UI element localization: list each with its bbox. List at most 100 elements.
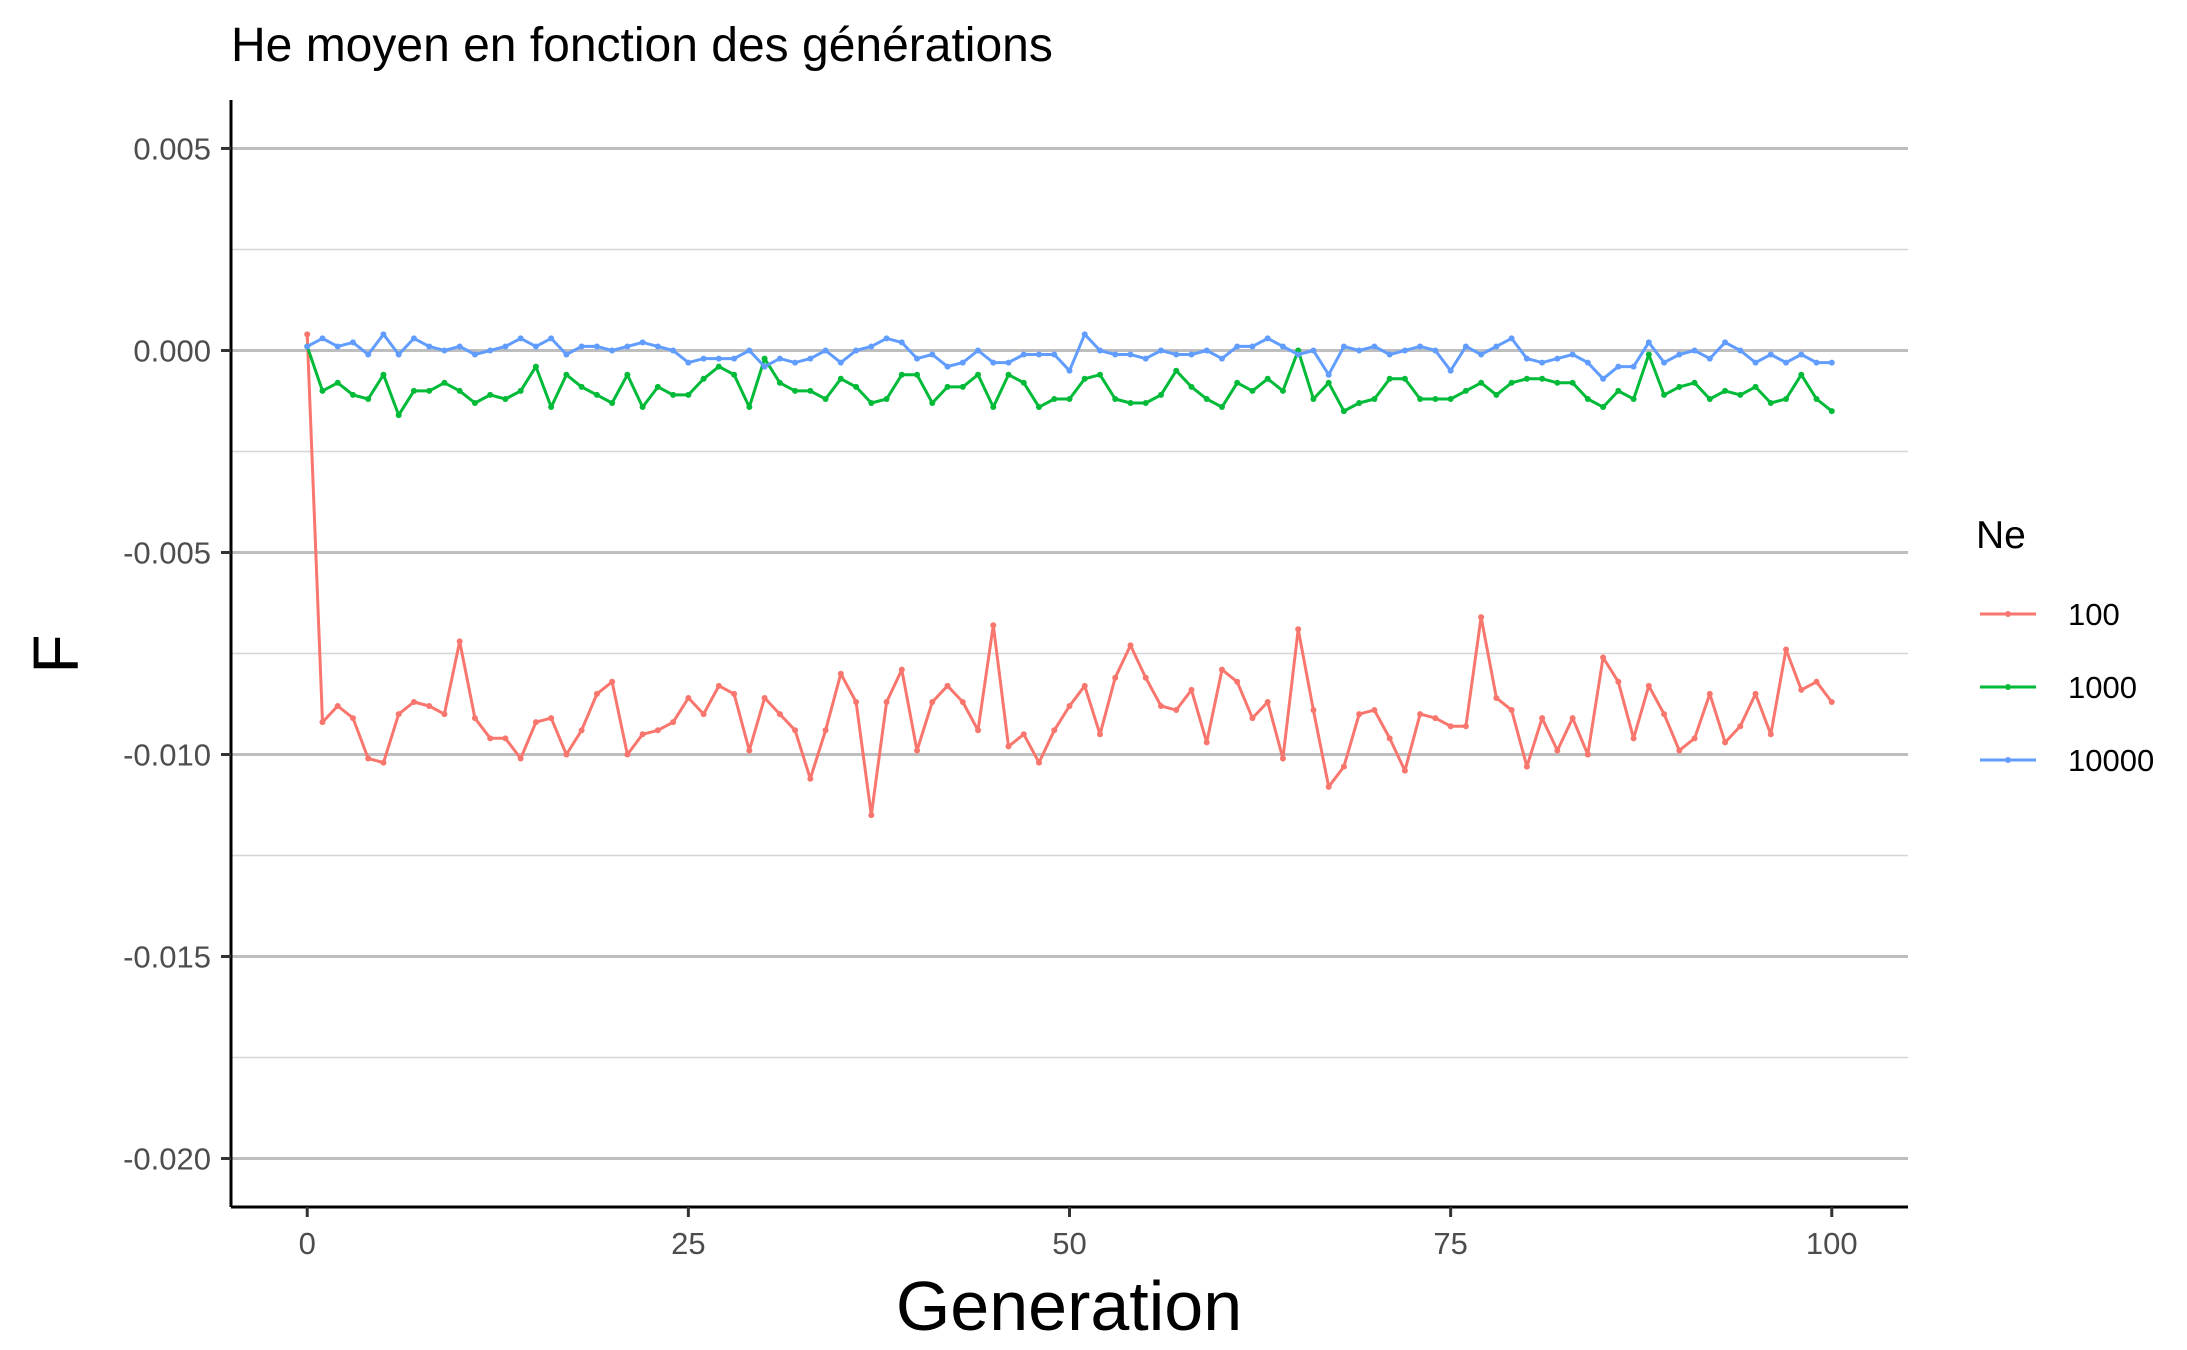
data-point: [1783, 359, 1790, 366]
data-point: [1325, 783, 1332, 790]
data-point: [990, 404, 997, 411]
data-point: [1569, 715, 1576, 722]
data-point: [548, 404, 555, 411]
data-point: [1539, 715, 1546, 722]
data-point: [1523, 355, 1530, 362]
data-point: [914, 355, 921, 362]
data-point: [1645, 682, 1652, 689]
data-point: [1462, 723, 1469, 730]
data-point: [1371, 343, 1378, 350]
data-point: [1706, 690, 1713, 697]
data-point: [426, 703, 433, 710]
y-tick-label: -0.010: [123, 738, 211, 773]
data-point: [1051, 395, 1058, 402]
data-point: [517, 335, 524, 342]
data-point: [700, 355, 707, 362]
data-point: [334, 379, 341, 386]
data-point: [1691, 347, 1698, 354]
data-point: [1371, 395, 1378, 402]
data-point: [563, 371, 570, 378]
data-point: [1340, 343, 1347, 350]
data-point: [1706, 355, 1713, 362]
data-point: [1264, 375, 1271, 382]
data-point: [1218, 404, 1225, 411]
data-point: [624, 751, 631, 758]
data-point: [959, 383, 966, 390]
data-point: [1783, 646, 1790, 653]
data-point: [1249, 715, 1256, 722]
data-point: [334, 343, 341, 350]
data-point: [807, 775, 814, 782]
data-point: [319, 719, 326, 726]
data-point: [929, 351, 936, 358]
data-point: [563, 751, 570, 758]
data-point: [1356, 400, 1363, 407]
data-point: [502, 735, 509, 742]
data-point: [609, 678, 616, 685]
data-point: [1798, 351, 1805, 358]
data-point: [578, 343, 585, 350]
data-point: [944, 363, 951, 370]
data-point: [1112, 674, 1119, 681]
legend-title: Ne: [1976, 514, 2026, 557]
legend: Ne 100 1000 10000: [1976, 514, 2154, 778]
data-point: [1508, 707, 1515, 714]
data-point: [593, 343, 600, 350]
data-point: [944, 383, 951, 390]
data-point: [1005, 743, 1012, 750]
data-point: [853, 347, 860, 354]
data-point: [685, 694, 692, 701]
data-point: [639, 404, 646, 411]
data-point: [593, 391, 600, 398]
x-tick-label: 75: [1433, 1226, 1467, 1261]
data-point: [1127, 400, 1134, 407]
data-point: [578, 727, 585, 734]
data-point: [670, 391, 677, 398]
data-point: [593, 690, 600, 697]
data-point: [1676, 747, 1683, 754]
data-point: [975, 371, 982, 378]
data-point: [1203, 395, 1210, 402]
data-point: [1310, 707, 1317, 714]
series-1000: [304, 343, 1835, 419]
data-point: [1157, 703, 1164, 710]
data-point: [304, 343, 311, 350]
data-point: [532, 343, 539, 350]
data-point: [898, 666, 905, 673]
data-point: [1645, 339, 1652, 346]
data-point: [1157, 347, 1164, 354]
data-point: [1142, 355, 1149, 362]
data-point: [1356, 347, 1363, 354]
series-10000: [304, 331, 1835, 382]
data-point: [1600, 654, 1607, 661]
data-point: [532, 719, 539, 726]
data-point: [1493, 343, 1500, 350]
data-point: [837, 670, 844, 677]
data-point: [776, 711, 783, 718]
data-point: [1005, 359, 1012, 366]
series-100: [304, 331, 1835, 819]
data-point: [319, 387, 326, 394]
data-point: [395, 711, 402, 718]
data-point: [1036, 759, 1043, 766]
data-point: [1340, 408, 1347, 415]
data-point: [1630, 735, 1637, 742]
data-point: [1249, 343, 1256, 350]
data-point: [456, 343, 463, 350]
legend-item-1000: 1000: [1980, 670, 2137, 705]
data-point: [654, 343, 661, 350]
data-point: [1340, 763, 1347, 770]
data-point: [1218, 666, 1225, 673]
data-point: [1386, 735, 1393, 742]
y-tick-label: -0.015: [123, 940, 211, 975]
data-point: [822, 395, 829, 402]
data-point: [1661, 359, 1668, 366]
data-point: [715, 355, 722, 362]
data-point: [1630, 395, 1637, 402]
data-point: [441, 711, 448, 718]
x-axis-ticks: 0 25 50 75 100: [299, 1207, 1858, 1261]
data-point: [426, 387, 433, 394]
data-point: [1600, 375, 1607, 382]
data-point: [1828, 698, 1835, 705]
data-point: [837, 375, 844, 382]
